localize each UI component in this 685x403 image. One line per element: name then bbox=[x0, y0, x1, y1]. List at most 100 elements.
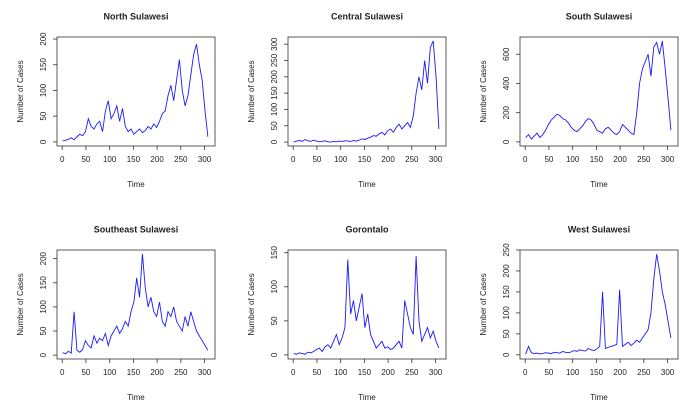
y-tick-label: 200 bbox=[39, 251, 48, 265]
y-tick-label: 0 bbox=[270, 352, 279, 357]
y-axis-label: Number of Cases bbox=[247, 273, 256, 335]
y-tick-label: 400 bbox=[502, 76, 511, 90]
y-tick-label: 250 bbox=[502, 243, 511, 257]
x-tick-label: 200 bbox=[613, 155, 627, 164]
x-tick-label: 200 bbox=[381, 155, 395, 164]
plot-frame bbox=[519, 249, 679, 360]
y-tick-label: 0 bbox=[502, 139, 511, 144]
chart-title: Gorontalo bbox=[346, 224, 389, 234]
chart-title: Central Sulawesi bbox=[331, 11, 403, 21]
x-tick-label: 100 bbox=[103, 368, 117, 377]
y-axis-label: Number of Cases bbox=[16, 60, 25, 122]
chart-title: Southeast Sulawesi bbox=[94, 224, 179, 234]
x-tick-label: 150 bbox=[358, 155, 372, 164]
x-tick-label: 250 bbox=[174, 155, 188, 164]
x-tick-label: 250 bbox=[174, 368, 188, 377]
y-tick-label: 0 bbox=[502, 352, 511, 357]
x-tick-label: 250 bbox=[637, 155, 651, 164]
series-line bbox=[62, 253, 209, 355]
x-tick-label: 100 bbox=[566, 368, 580, 377]
plot-frame bbox=[287, 249, 447, 360]
y-tick-label: 50 bbox=[502, 329, 511, 338]
x-tick-label: 150 bbox=[127, 155, 141, 164]
y-tick-label: 100 bbox=[502, 306, 511, 320]
x-tick-label: 150 bbox=[590, 368, 604, 377]
x-axis-label: Time bbox=[358, 393, 376, 402]
y-tick-label: 50 bbox=[270, 121, 279, 130]
plot-frame bbox=[56, 249, 216, 360]
y-tick-label: 0 bbox=[39, 139, 48, 144]
x-axis-label: Time bbox=[127, 180, 145, 189]
x-tick-label: 200 bbox=[150, 368, 164, 377]
y-tick-label: 300 bbox=[270, 37, 279, 51]
y-tick-label: 50 bbox=[39, 111, 48, 120]
chart-title: South Sulawesi bbox=[566, 11, 633, 21]
x-tick-label: 100 bbox=[334, 368, 348, 377]
plot-frame bbox=[519, 36, 679, 147]
x-tick-label: 300 bbox=[198, 368, 212, 377]
x-tick-label: 300 bbox=[429, 155, 443, 164]
y-tick-label: 150 bbox=[270, 86, 279, 100]
series-line bbox=[293, 40, 440, 143]
y-tick-label: 150 bbox=[39, 58, 48, 72]
x-tick-label: 200 bbox=[381, 368, 395, 377]
x-tick-label: 250 bbox=[405, 368, 419, 377]
x-tick-label: 300 bbox=[661, 368, 675, 377]
y-tick-label: 100 bbox=[39, 300, 48, 314]
y-tick-label: 50 bbox=[39, 326, 48, 335]
x-tick-label: 0 bbox=[291, 368, 296, 377]
x-axis-label: Time bbox=[127, 393, 145, 402]
x-tick-label: 50 bbox=[312, 155, 321, 164]
plot-frame bbox=[56, 36, 216, 147]
x-tick-label: 150 bbox=[358, 368, 372, 377]
x-tick-label: 100 bbox=[103, 155, 117, 164]
series-line bbox=[525, 40, 672, 140]
y-tick-label: 150 bbox=[39, 276, 48, 290]
x-axis-label: Time bbox=[590, 180, 608, 189]
x-tick-label: 50 bbox=[312, 368, 321, 377]
x-tick-label: 300 bbox=[661, 155, 675, 164]
y-axis-label: Number of Cases bbox=[16, 273, 25, 335]
x-tick-label: 0 bbox=[60, 368, 65, 377]
x-axis-label: Time bbox=[590, 393, 608, 402]
y-tick-label: 200 bbox=[502, 264, 511, 278]
x-tick-label: 150 bbox=[127, 368, 141, 377]
x-tick-label: 150 bbox=[590, 155, 604, 164]
x-tick-label: 50 bbox=[81, 368, 90, 377]
y-tick-label: 100 bbox=[39, 83, 48, 97]
x-tick-label: 250 bbox=[637, 368, 651, 377]
y-tick-label: 200 bbox=[270, 70, 279, 84]
y-tick-label: 0 bbox=[270, 139, 279, 144]
x-tick-label: 250 bbox=[405, 155, 419, 164]
x-tick-label: 0 bbox=[523, 368, 528, 377]
x-tick-label: 100 bbox=[566, 155, 580, 164]
x-tick-label: 0 bbox=[291, 155, 296, 164]
y-tick-label: 50 bbox=[270, 316, 279, 325]
y-tick-label: 0 bbox=[39, 352, 48, 357]
y-tick-label: 200 bbox=[502, 105, 511, 119]
y-tick-label: 150 bbox=[502, 285, 511, 299]
x-tick-label: 300 bbox=[198, 155, 212, 164]
series-line bbox=[62, 44, 209, 142]
y-axis-label: Number of Cases bbox=[479, 60, 488, 122]
y-tick-label: 600 bbox=[502, 47, 511, 61]
y-axis-label: Number of Cases bbox=[247, 60, 256, 122]
x-tick-label: 200 bbox=[150, 155, 164, 164]
y-tick-label: 250 bbox=[270, 53, 279, 67]
x-tick-label: 50 bbox=[81, 155, 90, 164]
y-tick-label: 200 bbox=[39, 32, 48, 46]
y-axis-label: Number of Cases bbox=[479, 273, 488, 335]
x-tick-label: 0 bbox=[523, 155, 528, 164]
x-tick-label: 200 bbox=[613, 368, 627, 377]
x-tick-label: 50 bbox=[544, 368, 553, 377]
series-line bbox=[525, 254, 672, 355]
plot-frame bbox=[287, 36, 447, 147]
y-tick-label: 150 bbox=[270, 246, 279, 260]
x-axis-label: Time bbox=[358, 180, 376, 189]
series-line bbox=[293, 256, 440, 355]
chart-title: North Sulawesi bbox=[103, 11, 168, 21]
chart-title: West Sulawesi bbox=[568, 224, 630, 234]
x-tick-label: 300 bbox=[429, 368, 443, 377]
y-tick-label: 100 bbox=[270, 280, 279, 294]
